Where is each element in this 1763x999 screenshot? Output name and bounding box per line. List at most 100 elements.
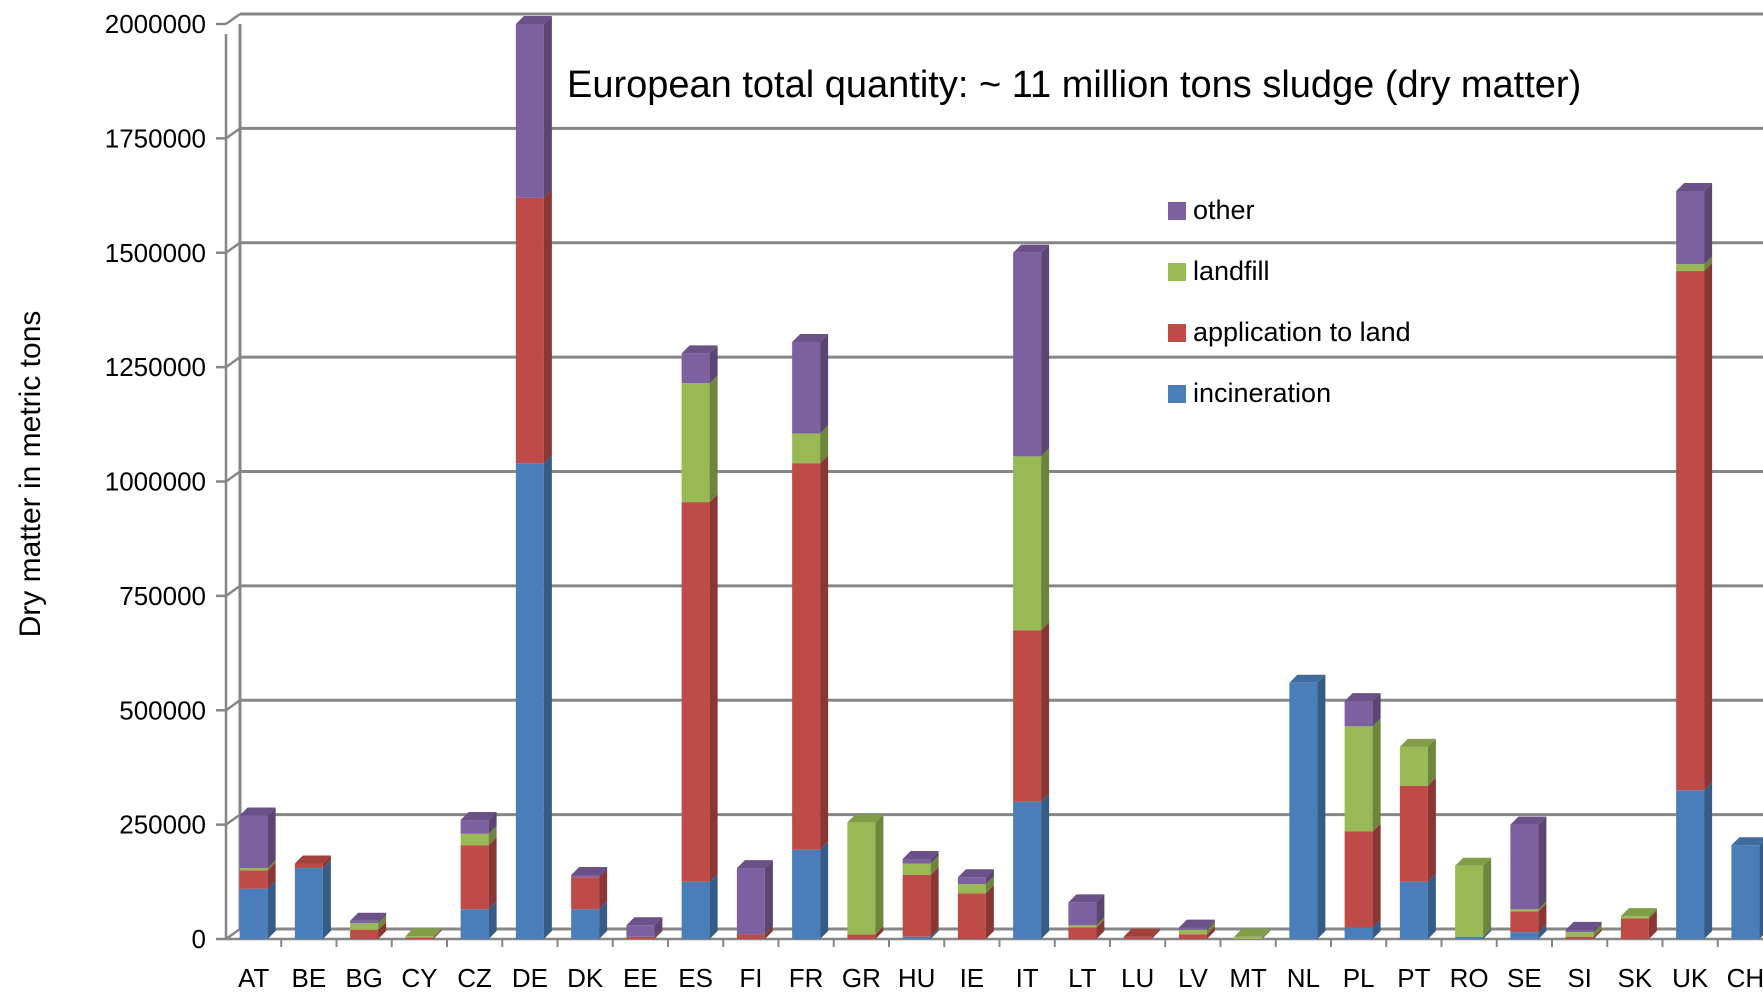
bar-side-incineration [1041,793,1050,939]
bar-top [1013,244,1050,253]
bar-segment-other [792,341,821,434]
bar-side-application-to-land [1151,928,1160,939]
bar-segment-other [460,820,489,834]
bar-top [1178,919,1215,928]
bar-segment-landfill [681,383,710,503]
bar-segment-incineration [515,463,544,939]
bar-side-landfill [267,860,276,871]
chart-annotation: European total quantity: ~ 11 million to… [567,64,1581,106]
gridline-side [225,927,241,941]
bar-segment-other [736,868,765,935]
x-tick-label: SI [1567,963,1592,993]
bar-side-application-to-land [654,928,663,939]
bar-side-other [985,869,994,885]
bar-segment-application-to-land [1399,785,1428,882]
gridline-side [225,813,241,826]
bar-side-incineration [1372,919,1381,939]
bar-segment-other [1676,190,1705,265]
bar-segment-incineration [239,888,268,939]
bar-segment-landfill [460,833,489,846]
bar-side-other [1206,919,1215,930]
bar-side-incineration [543,455,552,939]
bar-side-application-to-land [1648,910,1657,939]
bar-top [1344,693,1381,702]
bar-side-application-to-land [599,869,608,910]
bar-top [1565,921,1602,930]
bar-segment-application-to-land [294,863,323,869]
bar-top [294,855,331,864]
bar-segment-application-to-land [1123,936,1152,939]
legend-label: other [1193,195,1255,225]
x-tick-label: LU [1121,963,1154,993]
legend-swatch [1168,263,1186,281]
x-tick-label: LV [1178,963,1209,993]
bar-side-application-to-land [1538,903,1547,933]
bar-segment-other [515,24,544,198]
bar-segment-incineration [1399,881,1428,939]
bar-segment-incineration [1731,845,1760,939]
bar-side-landfill [985,876,994,894]
bar-segment-application-to-land [792,463,821,850]
bar-top [736,860,773,869]
bar-segment-application-to-land [405,937,434,939]
bar-top [1399,738,1436,747]
bar-segment-other [1510,824,1539,910]
bar-side-application-to-land [267,862,276,889]
bar-side-application-to-land [1206,926,1215,939]
bar-side-other [1096,894,1105,926]
bar-segment-other [239,815,268,869]
x-tick-label: EE [623,963,658,993]
bar-top [957,869,994,878]
bar-segment-landfill [902,863,931,875]
gridline-side [225,699,241,712]
bars [239,16,1763,939]
gridline-side [225,12,241,26]
bar-side-landfill [1372,718,1381,832]
legend-label: incineration [1193,378,1331,408]
bar-side-other [709,345,718,384]
bar-top [1123,928,1160,937]
bar-side-incineration [1538,924,1547,939]
bar-top [1731,837,1763,846]
legend-swatch [1168,385,1186,403]
bar-segment-application-to-land [681,502,710,882]
bar-side-application-to-land [322,855,331,869]
gridline-side [225,584,241,597]
bar-side-incineration [267,880,276,939]
bar-segment-application-to-land [571,877,600,910]
bar-side-application-to-land [1096,919,1105,939]
bar-side-other [267,807,276,869]
bar-segment-landfill [1620,916,1649,919]
bar-side-application-to-land [930,866,939,937]
bar-side-other [599,866,608,878]
bar-segment-landfill [405,936,434,938]
gridline-side [225,127,241,140]
bar-side-application-to-land [1041,622,1050,802]
bar-segment-application-to-land [1013,630,1042,802]
bar-side-other [1704,182,1713,265]
bar-segment-landfill [1565,932,1594,937]
x-tick-label: NL [1287,963,1320,993]
grid [216,12,1763,947]
bar-segment-application-to-land [1565,936,1594,939]
x-tick-label: DK [567,963,604,993]
bar-segment-landfill [957,884,986,894]
x-tick-label: BE [292,963,327,993]
y-axis-label: Dry matter in metric tons [14,311,47,638]
bar-segment-incineration [1676,790,1705,939]
bar-top [460,812,497,821]
bar-segment-other [1178,927,1207,930]
bar-side-landfill [1041,448,1050,631]
bar-segment-other [571,874,600,878]
bar-side-other [378,912,387,923]
bar-side-incineration [820,841,829,939]
bar-segment-incineration [1344,927,1373,939]
bar-top [792,333,829,342]
bar-top [626,917,663,926]
bar-segment-landfill [1234,936,1263,939]
y-tick-label: 250000 [119,810,206,840]
bar-top [681,345,718,354]
bar-top [1620,908,1657,917]
bar-segment-other [626,925,655,937]
